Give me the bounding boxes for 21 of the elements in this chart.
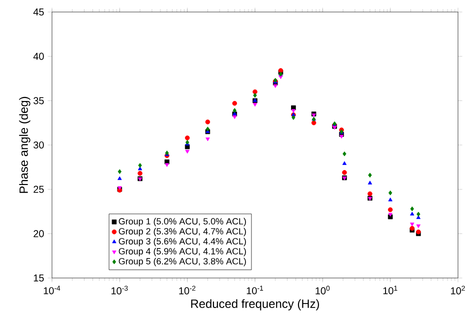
x-tick-label: 10$^{2}$ [451,286,465,294]
legend-label: Group 2 (5.3% ACU, 4.7% ACL) [118,228,246,236]
legend-label: Group 1 (5.0% ACU, 5.0% ACL) [118,218,246,226]
legend-label: Group 3 (5.6% ACU, 4.4% ACL) [118,238,246,246]
y-tick-label: 15 [34,274,44,282]
x-axis-title: Reduced frequency (Hz) [191,299,320,310]
x-tick-label: 10$^{-4}$ [44,286,60,294]
legend-label: Group 4 (5.9% ACU, 4.1% ACL) [118,248,246,256]
y-tick-label: 40 [33,52,44,60]
x-tick-label: 10$^{1}$ [383,286,398,294]
y-tick-label: 45 [33,8,44,16]
legend-label: Group 5 (6.2% ACU, 3.8% ACL) [118,258,246,266]
x-tick-label: 10$^{-1}$ [246,286,264,294]
y-axis-title: Phase angle (deg) [19,96,30,193]
x-tick-label: 10$^{-2}$ [179,286,196,294]
x-tick-label: 10$^{0}$ [316,286,330,294]
y-tick-label: 20 [34,230,44,238]
x-tick-label: 10$^{-3}$ [112,286,128,294]
y-tick-label: 30 [34,141,44,149]
y-tick-label: 35 [34,97,44,104]
y-tick-label: 25 [34,186,44,193]
